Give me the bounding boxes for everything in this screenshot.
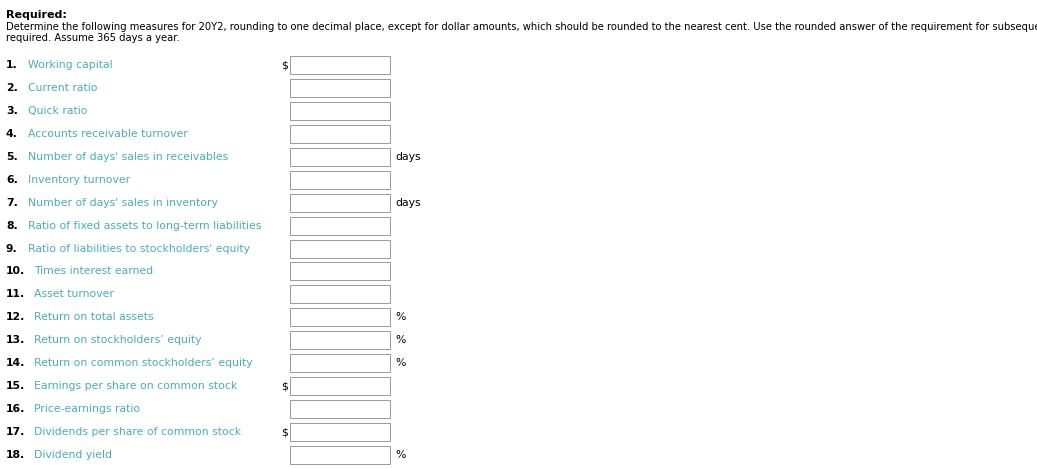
Bar xyxy=(290,217,390,234)
Text: 9.: 9. xyxy=(6,243,18,254)
Text: Asset turnover: Asset turnover xyxy=(34,289,114,299)
Bar xyxy=(290,148,390,166)
Text: %: % xyxy=(395,335,405,345)
Text: Determine the following measures for 20Y2, rounding to one decimal place, except: Determine the following measures for 20Y… xyxy=(6,22,1037,32)
Text: 2.: 2. xyxy=(6,83,18,93)
Bar xyxy=(290,125,390,143)
Text: $: $ xyxy=(281,60,288,70)
Text: 15.: 15. xyxy=(6,381,25,391)
Text: 5.: 5. xyxy=(6,152,18,162)
Text: Price-earnings ratio: Price-earnings ratio xyxy=(34,404,140,414)
Text: $: $ xyxy=(281,381,288,391)
Text: Ratio of fixed assets to long-term liabilities: Ratio of fixed assets to long-term liabi… xyxy=(28,220,261,231)
Text: 11.: 11. xyxy=(6,289,25,299)
Text: %: % xyxy=(395,358,405,368)
Text: Number of days' sales in receivables: Number of days' sales in receivables xyxy=(28,152,228,162)
Bar xyxy=(290,354,390,372)
Text: 18.: 18. xyxy=(6,450,25,460)
Bar xyxy=(290,79,390,97)
Bar xyxy=(290,102,390,120)
Text: Number of days' sales in inventory: Number of days' sales in inventory xyxy=(28,197,218,208)
Text: 6.: 6. xyxy=(6,175,18,185)
Text: Quick ratio: Quick ratio xyxy=(28,106,87,116)
Text: Return on total assets: Return on total assets xyxy=(34,312,153,322)
Bar xyxy=(290,400,390,418)
Bar xyxy=(290,286,390,303)
Text: %: % xyxy=(395,312,405,322)
Bar xyxy=(290,56,390,74)
Bar xyxy=(290,263,390,280)
Text: Working capital: Working capital xyxy=(28,60,113,70)
Text: Ratio of liabilities to stockholders' equity: Ratio of liabilities to stockholders' eq… xyxy=(28,243,250,254)
Bar xyxy=(290,308,390,326)
Text: $: $ xyxy=(281,427,288,437)
Bar xyxy=(290,240,390,257)
Text: Inventory turnover: Inventory turnover xyxy=(28,175,130,185)
Text: 7.: 7. xyxy=(6,197,18,208)
Bar xyxy=(290,377,390,395)
Text: Dividend yield: Dividend yield xyxy=(34,450,112,460)
Text: 3.: 3. xyxy=(6,106,18,116)
Text: 4.: 4. xyxy=(6,129,18,139)
Text: 13.: 13. xyxy=(6,335,25,345)
Text: 1.: 1. xyxy=(6,60,18,70)
Text: Earnings per share on common stock: Earnings per share on common stock xyxy=(34,381,237,391)
Text: Return on common stockholders’ equity: Return on common stockholders’ equity xyxy=(34,358,253,368)
Text: Current ratio: Current ratio xyxy=(28,83,97,93)
Text: 16.: 16. xyxy=(6,404,25,414)
Bar xyxy=(290,423,390,441)
Bar xyxy=(290,446,390,464)
Text: Accounts receivable turnover: Accounts receivable turnover xyxy=(28,129,188,139)
Text: Required:: Required: xyxy=(6,10,66,20)
Bar xyxy=(290,194,390,212)
Text: 14.: 14. xyxy=(6,358,25,368)
Text: days: days xyxy=(395,197,421,208)
Text: Times interest earned: Times interest earned xyxy=(34,266,153,276)
Text: 8.: 8. xyxy=(6,220,18,231)
Text: 12.: 12. xyxy=(6,312,25,322)
Text: Return on stockholders’ equity: Return on stockholders’ equity xyxy=(34,335,201,345)
Text: days: days xyxy=(395,152,421,162)
Text: required. Assume 365 days a year.: required. Assume 365 days a year. xyxy=(6,33,179,43)
Text: 17.: 17. xyxy=(6,427,25,437)
Text: %: % xyxy=(395,450,405,460)
Text: 10.: 10. xyxy=(6,266,25,276)
Bar xyxy=(290,171,390,189)
Text: Dividends per share of common stock: Dividends per share of common stock xyxy=(34,427,242,437)
Bar xyxy=(290,331,390,349)
